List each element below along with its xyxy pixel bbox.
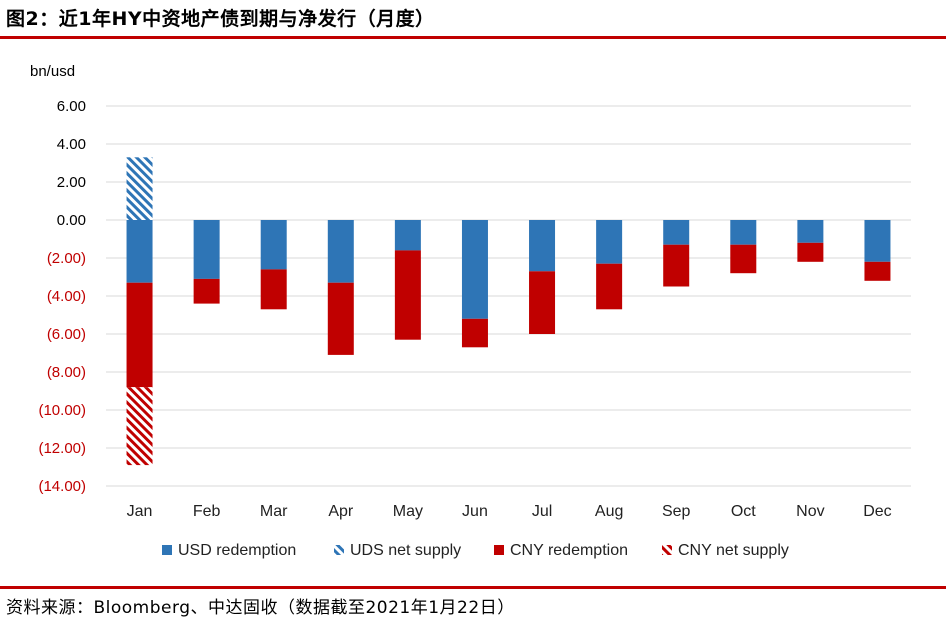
bar-usd-redemption [260, 220, 287, 270]
y-tick-label: (14.00) [38, 478, 86, 495]
x-tick-label: May [393, 503, 423, 520]
x-tick-label: Jul [532, 503, 552, 520]
bar-usd-redemption [126, 220, 153, 283]
bar-usd-redemption [394, 220, 421, 251]
source-note: 资料来源：Bloomberg、中达固收（数据截至2021年1月22日） [6, 598, 515, 618]
figure-title: 图2：近1年HY中资地产债到期与净发行（月度） [6, 8, 435, 30]
bar-cny-redemption [193, 278, 220, 304]
y-tick-label: (2.00) [47, 250, 86, 267]
bar-usd-redemption [327, 220, 354, 283]
bar-cny-redemption [394, 250, 421, 340]
legend-label: CNY redemption [510, 542, 628, 559]
source-rule [0, 586, 946, 589]
y-axis-ticks: 6.00 4.00 2.00 0.00 (2.00) (4.00) (6.00) (8.00)… [38, 98, 86, 495]
y-unit-label: bn/usd [30, 63, 75, 80]
x-tick-label: Feb [193, 503, 221, 520]
bar-usd-redemption [663, 220, 690, 245]
y-tick-label: 6.00 [57, 98, 86, 115]
bar-usd-redemption [864, 220, 891, 262]
legend-label: USD redemption [178, 542, 296, 559]
gridlines [106, 105, 911, 487]
x-tick-label: Oct [731, 503, 756, 520]
bar-cny-redemption [126, 282, 153, 388]
y-tick-label: 4.00 [57, 136, 86, 153]
legend-swatch [162, 545, 172, 555]
y-tick-label: (10.00) [38, 402, 86, 419]
bar-cny-net-supply [126, 387, 153, 466]
x-tick-label: Sep [662, 503, 691, 520]
y-tick-label: (6.00) [47, 326, 86, 343]
bar-cny-redemption [529, 271, 556, 334]
bar-usd-redemption [596, 220, 623, 264]
x-tick-label: Nov [796, 503, 824, 520]
bar-cny-redemption [663, 244, 690, 287]
x-tick-label: Jun [462, 503, 488, 520]
title-rule [0, 36, 946, 39]
bar-usd-redemption [730, 220, 757, 245]
x-tick-label: Jan [127, 503, 153, 520]
chart-area: bn/usd 6.00 4.00 2.00 0.00 (2.00) (4.00) (6.00… [30, 63, 911, 559]
x-tick-label: Mar [260, 503, 288, 520]
x-tick-label: Dec [863, 503, 891, 520]
bar-cny-redemption [260, 269, 287, 310]
legend-swatch [334, 545, 344, 555]
bar-usd-redemption [797, 220, 824, 243]
bar-cny-redemption [730, 244, 757, 274]
legend-label: CNY net supply [678, 542, 789, 559]
bar-cny-redemption [797, 242, 824, 262]
x-tick-label: Apr [328, 503, 354, 520]
x-tick-label: Aug [595, 503, 623, 520]
bar-cny-redemption [596, 263, 623, 310]
bar-cny-redemption [864, 261, 891, 281]
y-tick-label: 2.00 [57, 174, 86, 191]
bar-usd-redemption [461, 220, 488, 319]
bar-uds-net-supply [126, 157, 153, 220]
y-tick-label: (8.00) [47, 364, 86, 381]
legend: USD redemption UDS net supply CNY redempti… [162, 542, 789, 559]
legend-label: UDS net supply [350, 542, 461, 559]
y-tick-label: (4.00) [47, 288, 86, 305]
bar-cny-redemption [461, 318, 488, 348]
x-axis-ticks: Jan Feb Mar Apr May Jun Jul Aug Sep Oct Nov Dec [127, 503, 892, 520]
bar-cny-redemption [327, 282, 354, 355]
bar-series [126, 157, 891, 466]
bar-usd-redemption [193, 220, 220, 279]
bar-usd-redemption [529, 220, 556, 272]
legend-swatch [494, 545, 504, 555]
y-tick-label: (12.00) [38, 440, 86, 457]
y-tick-label: 0.00 [57, 212, 86, 229]
legend-swatch [662, 545, 672, 555]
